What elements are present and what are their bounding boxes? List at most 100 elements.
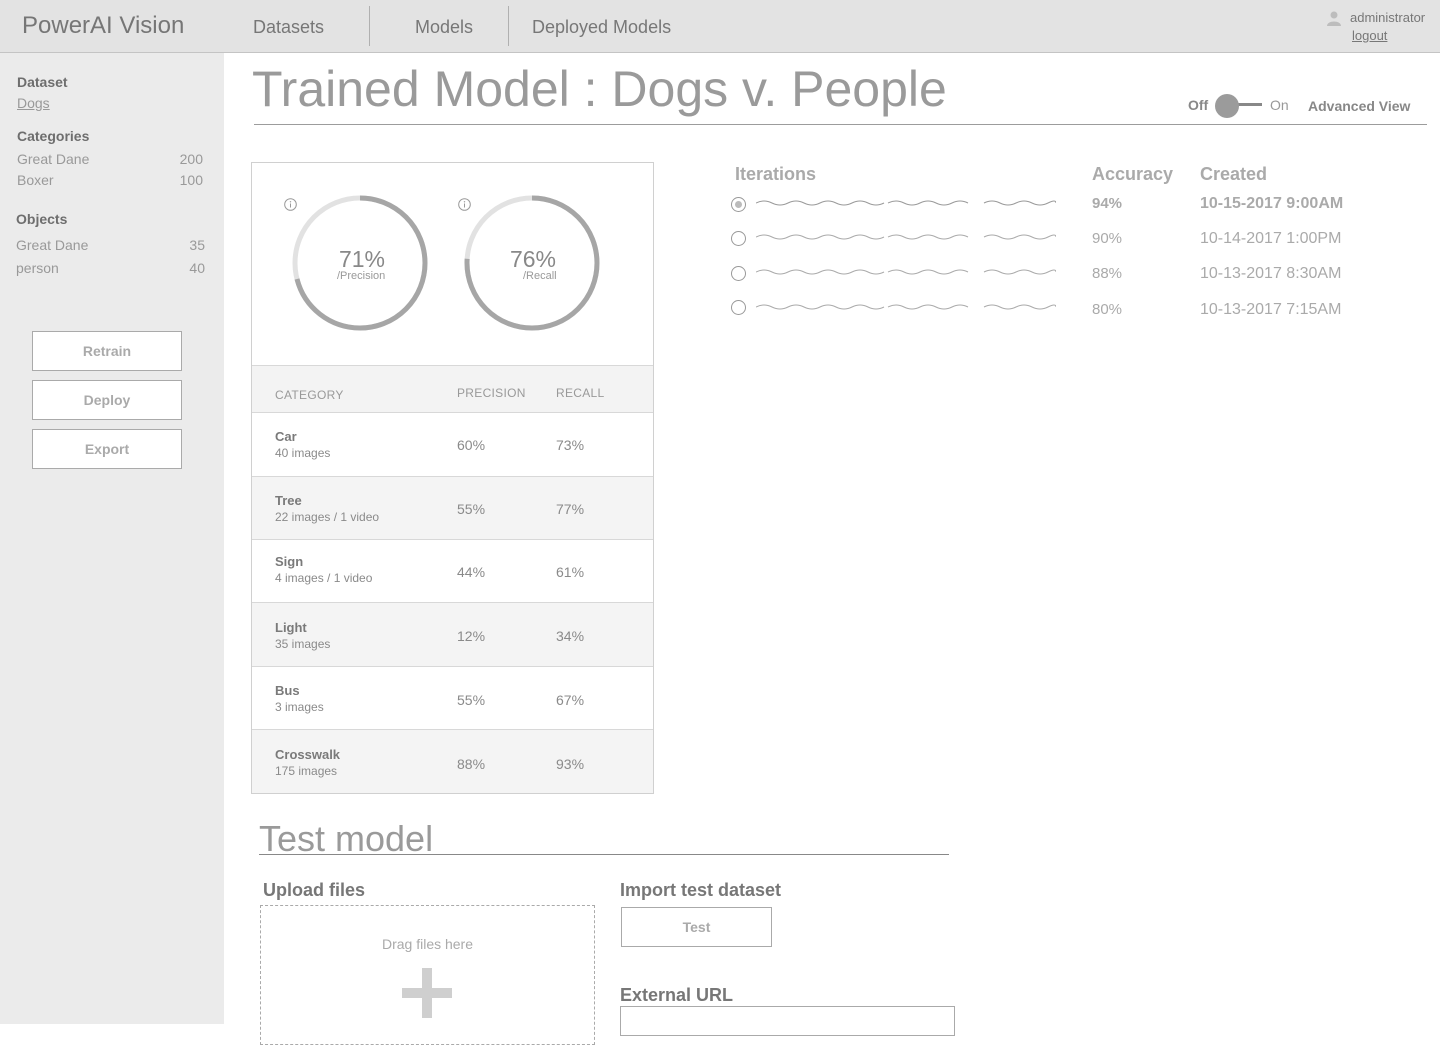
dataset-link[interactable]: Dogs	[17, 95, 50, 111]
categories-heading: Categories	[17, 128, 90, 144]
category-name: Crosswalk	[275, 747, 341, 762]
category-name: Boxer	[17, 172, 54, 188]
iteration-created: 10-13-2017 8:30AM	[1200, 265, 1342, 282]
iteration-radio[interactable]	[731, 197, 746, 212]
category-name: Tree	[275, 493, 302, 508]
import-test-dataset-heading: Import test dataset	[620, 880, 782, 900]
column-header-precision[interactable]: PRECISION	[457, 386, 526, 400]
advanced-view-label: Advanced View	[1308, 98, 1411, 114]
object-count: 40	[189, 260, 205, 276]
retrain-button[interactable]: Retrain	[32, 331, 182, 371]
recall-cell: 93%	[556, 756, 585, 772]
category-item: Great Dane 200	[17, 151, 203, 167]
precision-cell: 55%	[457, 501, 486, 517]
upload-files-heading: Upload files	[263, 880, 366, 900]
recall-label: /Recall	[523, 270, 557, 282]
precision-gauge	[292, 195, 428, 331]
toggle-on-label: On	[1270, 97, 1289, 113]
drop-text: Drag files here	[381, 936, 474, 952]
category-media-count: 40 images	[275, 446, 331, 460]
precision-cell: 44%	[457, 564, 486, 580]
metrics-card: 71% /Precision 76% /Recall CATEGORY PREC…	[251, 162, 654, 794]
test-model-title: Test model	[259, 818, 434, 859]
info-icon[interactable]	[458, 198, 471, 211]
category-count: 100	[179, 172, 203, 188]
file-dropzone[interactable]: Drag files here	[260, 905, 595, 1045]
object-count: 35	[189, 237, 205, 253]
nav-models[interactable]: Models	[415, 17, 474, 37]
iteration-accuracy: 88%	[1092, 265, 1123, 282]
nav-datasets[interactable]: Datasets	[253, 17, 325, 37]
info-icon[interactable]	[284, 198, 297, 211]
iteration-radio[interactable]	[731, 266, 746, 281]
test-button[interactable]: Test	[621, 907, 772, 947]
user-name: administrator	[1350, 10, 1426, 25]
gauges-panel: 71% /Precision 76% /Recall	[252, 163, 653, 365]
objects-heading: Objects	[16, 211, 68, 227]
object-item: person 40	[16, 260, 205, 276]
recall-cell: 77%	[556, 501, 585, 517]
recall-cell: 67%	[556, 692, 585, 708]
iteration-name-placeholder	[756, 304, 1056, 310]
recall-cell: 34%	[556, 628, 585, 644]
iterations-header: Iterations	[735, 164, 817, 184]
category-name: Light	[275, 620, 307, 635]
recall-cell: 73%	[556, 437, 585, 453]
external-url-heading: External URL	[620, 985, 734, 1005]
object-name: Great Dane	[16, 237, 89, 253]
table-row[interactable]: Bus 3 images 55% 67%	[252, 667, 653, 730]
table-row[interactable]: Sign 4 images / 1 video 44% 61%	[252, 540, 653, 603]
category-item: Boxer 100	[17, 172, 203, 188]
iteration-name-placeholder	[756, 234, 1056, 240]
export-button[interactable]: Export	[32, 429, 182, 469]
iteration-radio[interactable]	[731, 300, 746, 315]
iteration-name-placeholder	[756, 200, 1056, 206]
category-media-count: 22 images / 1 video	[275, 510, 380, 524]
page-title: Trained Model : Dogs v. People	[252, 61, 947, 117]
category-media-count: 3 images	[275, 700, 324, 714]
iteration-accuracy: 94%	[1092, 195, 1123, 212]
nav-deployed-models[interactable]: Deployed Models	[532, 17, 672, 37]
iteration-created: 10-14-2017 1:00PM	[1200, 230, 1342, 247]
category-name: Sign	[275, 554, 304, 569]
iteration-created: 10-15-2017 9:00AM	[1200, 195, 1344, 212]
object-item: Great Dane 35	[16, 237, 205, 253]
category-media-count: 4 images / 1 video	[275, 571, 373, 585]
recall-value: 76%	[509, 246, 557, 272]
recall-cell: 61%	[556, 564, 585, 580]
precision-cell: 12%	[457, 628, 486, 644]
category-media-count: 175 images	[275, 764, 338, 778]
brand-logo[interactable]: PowerAI Vision	[22, 12, 185, 39]
plus-icon[interactable]	[402, 968, 452, 1018]
table-row[interactable]: Tree 22 images / 1 video 55% 77%	[252, 477, 653, 540]
deploy-button[interactable]: Deploy	[32, 380, 182, 420]
advanced-view-toggle[interactable]	[1215, 94, 1239, 118]
iteration-radio[interactable]	[731, 231, 746, 246]
external-url-input[interactable]	[620, 1006, 955, 1036]
column-header-category[interactable]: CATEGORY	[275, 388, 344, 402]
nav-divider	[369, 6, 370, 46]
category-name: Great Dane	[17, 151, 90, 167]
table-row[interactable]: Car 40 images 60% 73%	[252, 413, 653, 477]
sidebar: Dataset Dogs Categories Great Dane 200 B…	[0, 53, 224, 1024]
iteration-created: 10-13-2017 7:15AM	[1200, 301, 1342, 318]
toggle-off-label: Off	[1188, 97, 1209, 113]
toggle-track[interactable]	[1228, 103, 1262, 106]
accuracy-header: Accuracy	[1092, 164, 1174, 184]
user-icon	[1327, 11, 1341, 26]
precision-cell: 55%	[457, 692, 486, 708]
iteration-accuracy: 80%	[1092, 301, 1123, 318]
column-header-recall[interactable]: RECALL	[556, 386, 605, 400]
created-header: Created	[1200, 164, 1268, 184]
recall-gauge	[464, 195, 600, 331]
logout-link[interactable]: logout	[1352, 28, 1388, 43]
dataset-heading: Dataset	[17, 74, 68, 90]
category-name: Car	[275, 429, 297, 444]
table-header: CATEGORY PRECISION RECALL	[252, 365, 653, 413]
test-model-divider	[259, 854, 949, 855]
title-divider	[254, 124, 1427, 125]
nav-divider	[508, 6, 509, 46]
table-row[interactable]: Crosswalk 175 images 88% 93%	[252, 730, 653, 793]
table-row[interactable]: Light 35 images 12% 34%	[252, 603, 653, 667]
iteration-name-placeholder	[756, 269, 1056, 275]
